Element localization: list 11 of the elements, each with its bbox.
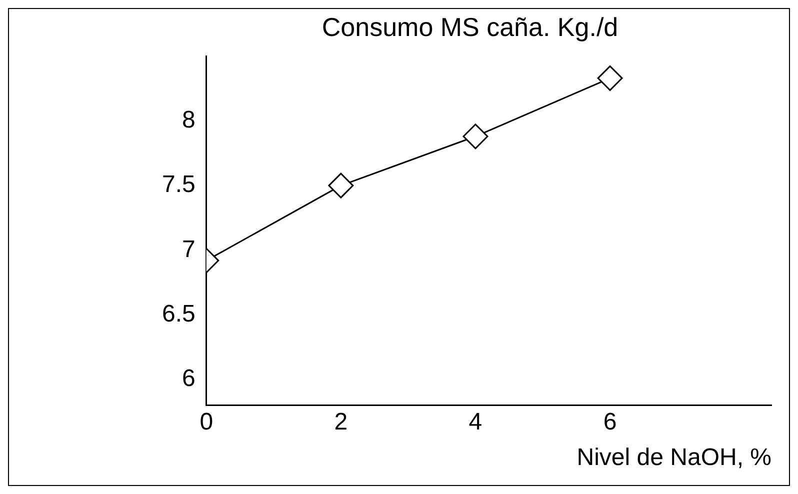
x-tick-label: 4 (468, 408, 482, 436)
y-tick-label: 7.5 (162, 171, 196, 198)
x-tick-label: 2 (334, 408, 348, 436)
chart-title: Consumo MS caña. Kg./d (322, 12, 618, 42)
x-tick-label: 0 (200, 408, 214, 436)
y-tick-label: 6 (182, 365, 196, 392)
y-tick-label: 7 (182, 236, 196, 263)
y-tick-label: 8 (182, 106, 196, 134)
x-axis-title: Nivel de NaOH, % (576, 444, 772, 472)
y-tick-label: 6.5 (162, 300, 196, 328)
x-tick-label: 6 (603, 408, 617, 436)
